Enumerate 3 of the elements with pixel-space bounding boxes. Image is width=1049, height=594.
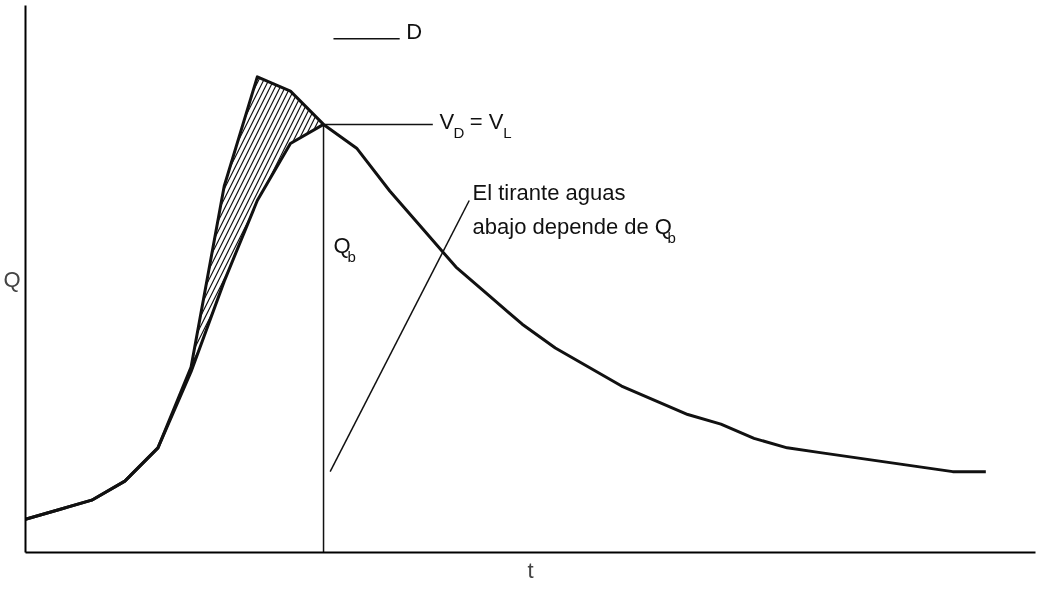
- y-axis-title: Q: [3, 266, 21, 292]
- text: D: [406, 18, 423, 44]
- x-axis-title: t: [527, 557, 534, 583]
